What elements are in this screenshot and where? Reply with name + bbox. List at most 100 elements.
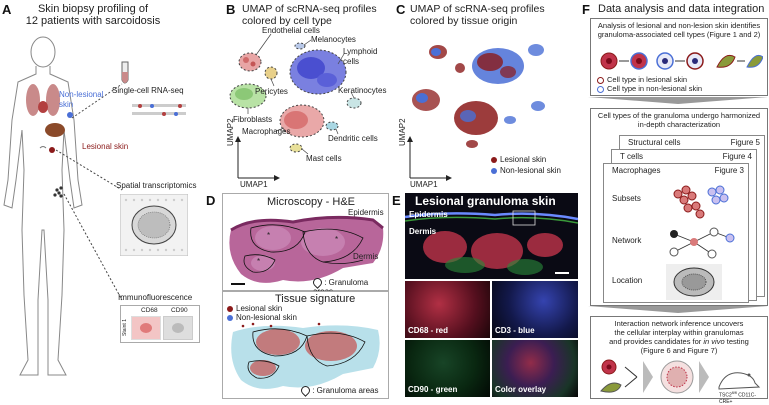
- umap-celltype-plot: [229, 33, 362, 181]
- panel-a-title: Skin biopsy profiling of 12 patients wit…: [25, 3, 161, 27]
- if-side-label: Staint 1: [122, 319, 128, 336]
- analysis-box-1: Analysis of lesional and non-lesion skin…: [590, 18, 768, 96]
- spatial-grid-image: [120, 194, 188, 256]
- svg-text:*: *: [267, 231, 270, 240]
- he-dermis-label: Dermis: [353, 252, 379, 261]
- subsets-cluster-icon: [673, 185, 729, 219]
- if-stain2-image: [163, 316, 193, 340]
- if-cd3-panel: CD3 - blue: [492, 281, 578, 338]
- if-cd68-label: CD68 - red: [408, 326, 449, 335]
- box1-nonlesional-text: Cell type in non-lesional skin: [607, 84, 703, 93]
- label-mast: Mast cells: [306, 154, 342, 163]
- panel-a-connectors: [55, 83, 123, 301]
- panel-f-letter: F: [582, 2, 590, 17]
- label-keratinocytes: Keratinocytes: [338, 86, 387, 95]
- if-epidermis-label: Epidermis: [409, 210, 448, 219]
- card-macro-fig: Figure 3: [714, 166, 744, 175]
- sig-nonlesional-dot: [227, 314, 233, 321]
- if-label: Immunofluorescence: [118, 293, 193, 302]
- box1-lesional-ring: [597, 76, 604, 84]
- sig-granuloma-legend: : Granuloma areas: [299, 384, 379, 398]
- legend-c-lesional-text: Lesional skin: [500, 155, 547, 164]
- lungs-icon: [26, 84, 60, 116]
- panel-a-letter: A: [2, 2, 12, 17]
- legend-c-lesional: Lesional skin: [491, 155, 546, 164]
- he-tissue-image: * * *: [229, 215, 384, 285]
- analysis-box-2: Cell types of the granuloma undergo harm…: [590, 108, 768, 306]
- if-cd90-label: CD90 - green: [408, 385, 458, 394]
- if-overview-title: Lesional granuloma skin: [415, 194, 556, 208]
- sig-legend-lesional: Lesional skin: [227, 304, 282, 313]
- heart-icon: [38, 101, 48, 113]
- interaction-icons: [600, 359, 761, 394]
- sig-title: Tissue signature: [275, 293, 356, 305]
- umap-c-xlabel: UMAP1: [410, 180, 438, 189]
- mouse-genotype-label: TSC2fl/fl CD11C-CRE+: [719, 390, 767, 405]
- liver-icon: [45, 123, 65, 137]
- panel-b-letter: B: [226, 2, 236, 17]
- label-pericytes: Pericytes: [255, 87, 288, 96]
- if-stain2-label: CD90: [171, 307, 188, 314]
- spatial-label: Spatial transcriptomics: [116, 181, 197, 190]
- analysis-box-3: Interaction network inference uncovers t…: [590, 316, 768, 405]
- tissue-signature-box: Tissue signature Lesional skin Non-lesio…: [222, 291, 389, 399]
- cell-pairs-icons: [600, 52, 763, 70]
- location-grid-icon: [666, 264, 722, 300]
- card-t-label: T cells: [620, 152, 643, 161]
- nonlesional-legend-dot: [491, 167, 497, 174]
- panel-f-title: Data analysis and data integration: [598, 3, 765, 15]
- row-network-label: Network: [612, 236, 642, 245]
- box3-line2: the cellular interplay within granulomas: [614, 328, 744, 337]
- if-cd68-panel: CD68 - red: [405, 281, 490, 338]
- box1-legend-lesional: Cell type in lesional skin: [597, 75, 687, 84]
- if-overview-image: [405, 210, 578, 275]
- if-overview-panel: Lesional granuloma skin Epidermis Dermis: [405, 193, 578, 279]
- legend-c-nonlesional-text: Non-lesional skin: [500, 166, 561, 175]
- label-dendritic: Dendritic cells: [328, 134, 378, 143]
- umap-origin-plot: [407, 44, 545, 181]
- card-structural-label: Structural cells: [628, 138, 681, 147]
- panel-b-title: UMAP of scRNA-seq profiles colored by ce…: [242, 3, 377, 27]
- if-stain1-label: CD68: [141, 307, 158, 314]
- he-microscopy-box: Microscopy - H&E Epidermis * * * Dermis : …: [222, 193, 389, 296]
- sig-lesional-dot: [227, 305, 233, 312]
- if-cd3-label: CD3 - blue: [495, 326, 535, 335]
- row-subsets-label: Subsets: [612, 194, 641, 203]
- if-thumbnail-box: Staint 1 CD68 CD90: [120, 305, 200, 343]
- label-lymphoid: Lymphoid cells: [343, 47, 378, 66]
- card-macro-label: Macrophages: [612, 166, 661, 175]
- lesional-legend-dot: [491, 156, 497, 163]
- box1-lesional-text: Cell type in lesional skin: [607, 75, 688, 84]
- umap-c-ylabel: UMAP2: [398, 118, 407, 146]
- scrna-sequencing-icon: [132, 104, 186, 116]
- analysis-box-2-text: Cell types of the granuloma undergo harm…: [597, 111, 761, 129]
- row-location-label: Location: [612, 276, 643, 285]
- label-macrophages: Macrophages: [242, 127, 291, 136]
- box3-line1: Interaction network inference uncovers: [614, 319, 744, 328]
- umap-b-ylabel: UMAP2: [226, 118, 235, 146]
- card-macrophages: Macrophages Figure 3 Subsets Network Loc…: [603, 163, 749, 303]
- card-structural-fig: Figure 5: [730, 138, 760, 147]
- box3-line3-b: testing: [726, 337, 749, 346]
- svg-text:*: *: [257, 257, 260, 266]
- label-fibroblasts: Fibroblasts: [233, 115, 273, 124]
- scrna-tube-icon: [121, 61, 129, 84]
- analysis-box-1-text: Analysis of lesional and non-lesion skin…: [597, 21, 761, 39]
- tissue-signature-map: [231, 322, 380, 389]
- svg-text:*: *: [335, 235, 338, 244]
- if-overlay-panel: Color overlay: [492, 340, 578, 397]
- panel-c-title: UMAP of scRNA-seq profiles colored by ti…: [410, 3, 545, 27]
- nonlesional-biopsy-dot: [67, 112, 73, 118]
- if-dermis-label: Dermis: [409, 227, 437, 236]
- label-endothelial: Endothelial cells: [262, 26, 320, 35]
- box3-line4: (Figure 6 and Figure 7): [640, 346, 718, 355]
- card-t-fig: Figure 4: [722, 152, 752, 161]
- if-cd90-panel: CD90 - green: [405, 340, 490, 397]
- network-graph-icon: [669, 227, 735, 259]
- if-stain1-image: [131, 316, 161, 340]
- he-epidermis-label: Epidermis: [348, 208, 384, 217]
- label-melanocytes: Melanocytes: [311, 35, 356, 44]
- panel-e-letter: E: [392, 193, 401, 208]
- box1-legend-nonlesional: Cell type in non-lesional skin: [597, 84, 702, 93]
- sig-lesional-text: Lesional skin: [236, 304, 283, 313]
